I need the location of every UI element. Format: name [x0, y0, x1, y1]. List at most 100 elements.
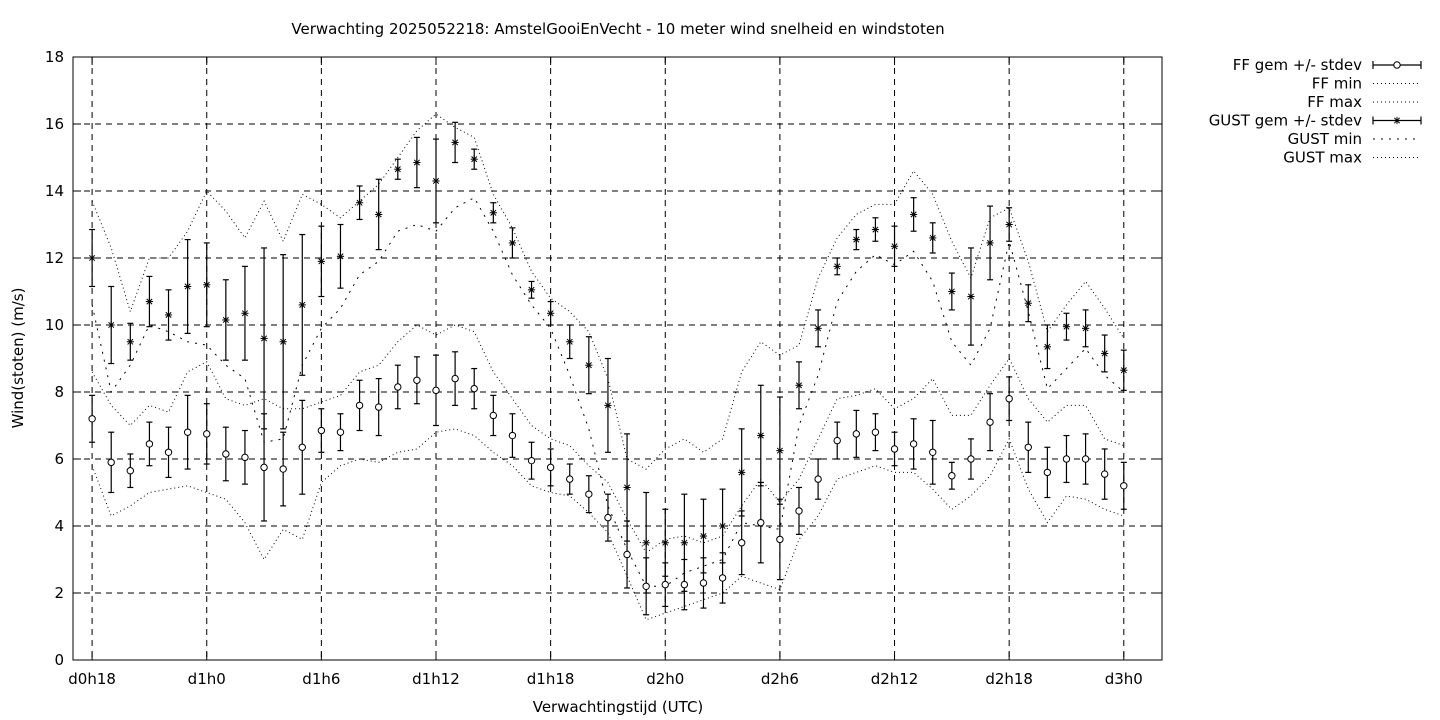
x-tick-label: d1h12: [412, 670, 460, 688]
y-tick-label: 14: [45, 182, 64, 200]
axis-ticks: [73, 56, 1162, 661]
ff-mean-point: [145, 440, 154, 448]
gust-mean-point: [566, 338, 574, 346]
legend-label: FF min: [1312, 75, 1362, 93]
ff-mean-point: [1024, 443, 1032, 451]
ff-mean-point: [699, 579, 708, 587]
gust-mean-point: [1120, 366, 1128, 374]
ff-mean-point: [432, 386, 440, 395]
ff-mean-point: [260, 463, 268, 472]
ff-mean-point: [126, 467, 135, 475]
y-tick-label: 0: [54, 651, 64, 669]
gust-mean-point: [126, 338, 134, 346]
x-tick-label: d3h0: [1105, 670, 1143, 688]
x-tick-label: d2h0: [646, 670, 684, 688]
x-tick-label: d2h18: [985, 670, 1033, 688]
gust-mean-point: [1081, 324, 1090, 332]
gust-mean-point: [890, 242, 899, 250]
gust-mean-point: [910, 210, 918, 219]
ff-mean-point: [1120, 482, 1128, 490]
ff-mean-point: [279, 465, 287, 473]
ff-mean-point: [718, 574, 727, 582]
ff-mean-point: [413, 376, 421, 384]
gust-mean-point: [413, 158, 421, 167]
ff-mean-point: [107, 458, 115, 467]
y-tick-label: 8: [54, 383, 64, 401]
gust-mean-point: [432, 177, 440, 185]
gust-mean-point: [451, 138, 459, 147]
ff-mean-point: [1100, 470, 1109, 478]
y-axis-label: Wind(stoten) (m/s): [9, 288, 27, 429]
ff-mean-point: [355, 401, 364, 410]
gust-mean-point: [527, 286, 536, 294]
ff-mean-point: [757, 518, 765, 527]
x-axis-label: Verwachtingstijd (UTC): [533, 698, 704, 716]
ff-mean-point: [241, 453, 249, 462]
gust-mean-point: [604, 401, 612, 409]
gust-mean-point: [489, 209, 497, 217]
ff-mean-point: [88, 415, 96, 423]
gust-mean-point: [145, 297, 154, 306]
gust-mean-point: [1024, 299, 1032, 307]
ff-mean-point: [451, 374, 459, 383]
ff-mean-point: [470, 384, 478, 393]
ff-mean-point: [527, 456, 536, 465]
gust-mean-point: [1062, 323, 1071, 331]
ff-mean-point: [374, 403, 383, 411]
plot-frame: [72, 56, 1163, 661]
gust-mean-point: [203, 281, 211, 289]
y-tick-label: 4: [54, 517, 64, 535]
x-tick-label: d1h6: [302, 670, 340, 688]
gust-mean-point: [718, 522, 727, 530]
gust-mean-point: [470, 155, 478, 163]
gust-mean-point: [241, 309, 249, 317]
ff-mean-point: [546, 463, 555, 472]
gust-mean-point: [929, 234, 937, 242]
legend-label: FF gem +/- stdev: [1233, 56, 1362, 74]
gust-mean-point: [680, 539, 688, 547]
data-series: [88, 113, 1128, 621]
x-tick-label: d1h18: [527, 670, 575, 688]
ff-mean-point: [833, 436, 841, 445]
ff-mean-point: [222, 450, 230, 458]
ff-mean-point: [394, 383, 402, 391]
gust-mean-point: [814, 324, 822, 332]
ff-mean-point: [948, 472, 956, 480]
ff-mean-point: [164, 448, 173, 456]
gust-mean-point: [260, 334, 268, 342]
ff-mean-point: [1062, 455, 1071, 463]
gust-mean-point: [547, 309, 555, 317]
ff-mean-point: [776, 535, 784, 544]
x-tick-label: d1h0: [188, 670, 226, 688]
y-tick-label: 18: [45, 48, 64, 66]
x-tick-label: d0h18: [68, 670, 116, 688]
gust-mean-point: [222, 316, 230, 324]
y-tick-label: 12: [45, 249, 64, 267]
legend-star-marker: [1393, 116, 1401, 125]
gust-mean-point: [355, 199, 364, 207]
gust-mean-point: [298, 301, 306, 309]
ff-mean-point: [1005, 395, 1013, 403]
y-tick-label: 16: [45, 115, 64, 133]
ff-mean-point: [566, 475, 574, 483]
gust-mean-point: [88, 254, 96, 262]
gust-mean-point: [394, 165, 402, 173]
gust-mean-point: [833, 262, 841, 270]
y-tick-label: 6: [54, 450, 64, 468]
gust-mean-point: [757, 431, 765, 440]
ff-mean-point: [336, 428, 345, 436]
gust-mean-point: [1043, 343, 1051, 351]
gust-mean-point: [699, 532, 708, 540]
gust-mean-point: [871, 225, 880, 234]
gust-mean-point: [795, 381, 803, 389]
gust-mean-point: [164, 311, 173, 319]
ff-mean-point: [967, 455, 975, 463]
legend-circle-marker: [1393, 61, 1401, 69]
ff-mean-point: [795, 507, 803, 515]
ff-mean-point: [203, 430, 211, 438]
gust-mean-point: [375, 210, 383, 219]
ff-mean-point: [680, 580, 689, 589]
ff-mean-point: [929, 448, 937, 456]
legend-label: GUST min: [1288, 130, 1362, 148]
